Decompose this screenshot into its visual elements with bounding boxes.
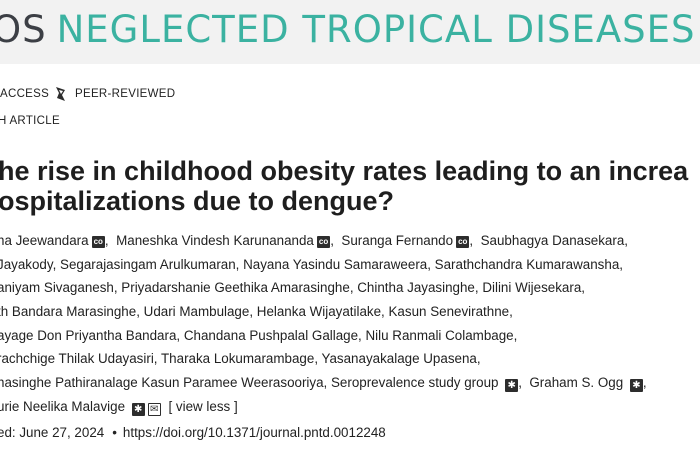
peer-reviewed-badge[interactable]: PEER-REVIEWED bbox=[75, 88, 176, 100]
author-line: na Jeewandara co, Maneshka Vindesh Karuna… bbox=[0, 229, 700, 253]
title-line-1: he rise in childhood obesity rates leadi… bbox=[0, 156, 689, 186]
orcid-icon[interactable]: co bbox=[316, 236, 331, 248]
journal-name: NEGLECTED TROPICAL DISEASES bbox=[56, 8, 696, 51]
corresponding-author-icon[interactable]: ✱ bbox=[505, 379, 519, 393]
corresponding-author-icon[interactable]: ✱ bbox=[629, 379, 643, 393]
author-link[interactable]: Maneshka Vindesh Karunananda bbox=[116, 233, 314, 248]
email-icon[interactable]: ✉ bbox=[147, 402, 161, 416]
doi-link[interactable]: https://doi.org/10.1371/journal.pntd.001… bbox=[122, 425, 386, 440]
view-less-link[interactable]: [ view less ] bbox=[168, 398, 238, 414]
author-list: na Jeewandara co, Maneshka Vindesh Karuna… bbox=[0, 229, 700, 419]
author-line: urie Neelika Malavige ✱ ✉ [ view less ] bbox=[0, 395, 700, 419]
author-link[interactable]: urie Neelika Malavige bbox=[0, 398, 126, 414]
author-line[interactable]: rachchige Thilak Udayasiri, Tharaka Loku… bbox=[0, 351, 481, 367]
bullet-separator: • bbox=[112, 425, 117, 440]
journal-logo[interactable]: OS NEGLECTED TROPICAL DISEASES bbox=[0, 8, 696, 52]
author-line[interactable]: ayage Don Priyantha Bandara, Chandana Pu… bbox=[0, 327, 518, 343]
orcid-icon[interactable]: co bbox=[456, 236, 470, 248]
journal-banner: OS NEGLECTED TROPICAL DISEASES bbox=[0, 0, 700, 64]
open-access-badge[interactable]: ACCESS bbox=[0, 88, 50, 100]
article-type: H ARTICLE bbox=[0, 115, 60, 127]
orcid-icon[interactable]: co bbox=[91, 236, 105, 248]
author-link[interactable]: nasinghe Pathiranalage Kasun Paramee Wee… bbox=[0, 375, 499, 391]
author-line[interactable]: aniyam Sivaganesh, Priyadarshanie Geethi… bbox=[0, 280, 586, 296]
title-line-2: ospitalizations due to dengue? bbox=[0, 186, 395, 216]
corresponding-author-icon[interactable]: ✱ bbox=[131, 402, 145, 416]
author-link[interactable]: na Jeewandara bbox=[0, 233, 89, 248]
peer-reviewed-icon bbox=[56, 87, 65, 101]
author-line: nasinghe Pathiranalage Kasun Paramee Wee… bbox=[0, 371, 700, 395]
article-title: he rise in childhood obesity rates leadi… bbox=[0, 156, 700, 216]
author-link[interactable]: Suranga Fernando bbox=[341, 233, 454, 248]
author-link[interactable]: Saubhagya Danasekara, bbox=[480, 233, 628, 248]
publication-info: ed: June 27, 2024 • https://doi.org/10.137… bbox=[0, 425, 386, 440]
author-line[interactable]: th Bandara Marasinghe, Udari Mambulage, … bbox=[0, 304, 513, 320]
journal-brand: OS bbox=[0, 8, 47, 51]
author-line[interactable]: Jayakody, Segarajasingam Arulkumaran, Na… bbox=[0, 256, 623, 272]
published-date: ed: June 27, 2024 bbox=[0, 425, 105, 440]
author-link[interactable]: Graham S. Ogg bbox=[529, 375, 624, 391]
